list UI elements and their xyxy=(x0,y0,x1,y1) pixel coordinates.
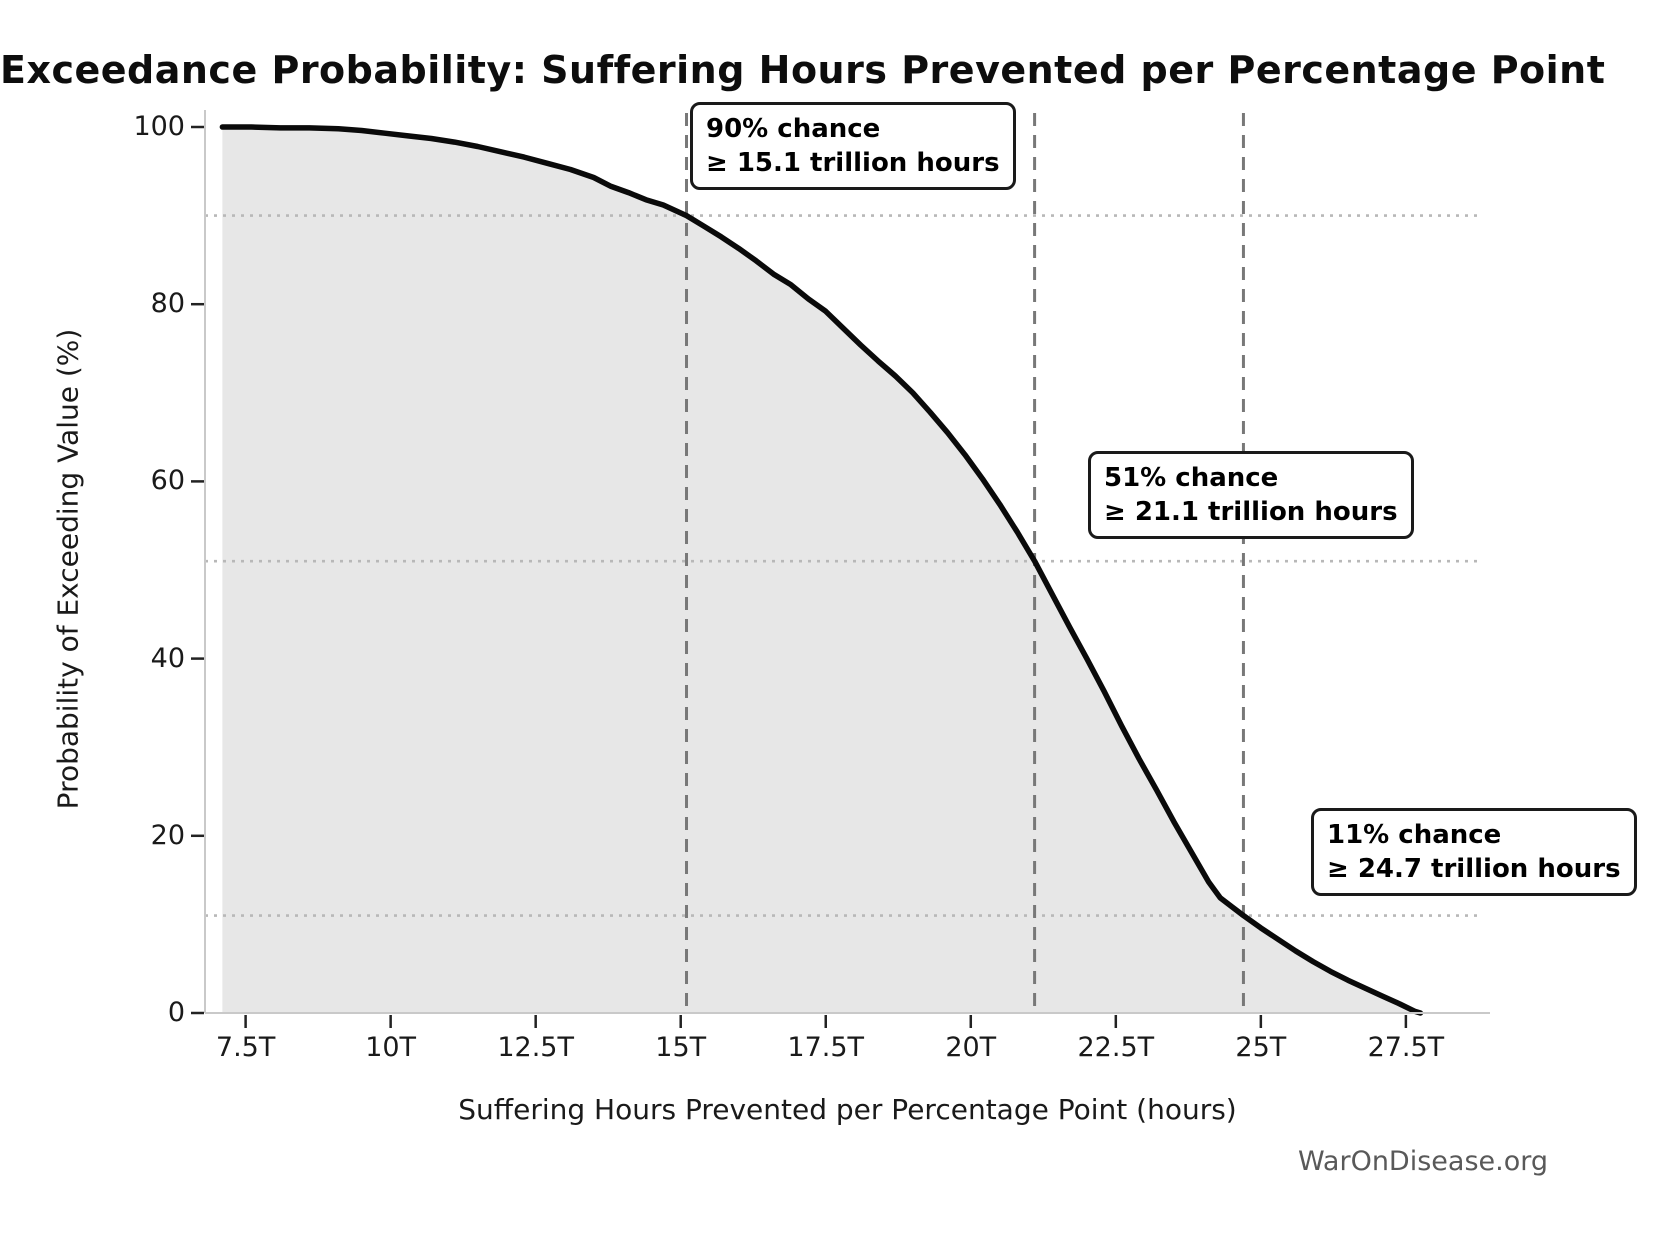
y-axis-label: Probability of Exceeding Value (%) xyxy=(51,328,85,810)
x-tick-label: 10T xyxy=(365,1032,417,1063)
y-tick-label: 100 xyxy=(133,111,185,142)
axis-tick-marks xyxy=(191,125,1408,1028)
exceedance-curve xyxy=(219,124,1424,1016)
annotation-51pct: 51% chance ≥ 21.1 trillion hours xyxy=(1088,451,1414,539)
watermark: WarOnDisease.org xyxy=(1297,1146,1548,1177)
chart-title: Exceedance Probability: Suffering Hours … xyxy=(0,48,1606,92)
annotation-11pct-chance: 11% chance xyxy=(1327,820,1502,850)
x-tick-label: 12.5T xyxy=(497,1032,574,1063)
x-tick-label: 25T xyxy=(1235,1032,1287,1063)
probability-dotted-gridlines xyxy=(205,214,1483,917)
y-tick-label: 20 xyxy=(150,819,185,851)
x-tick-label: 20T xyxy=(945,1032,997,1063)
y-tick-label: 0 xyxy=(167,997,185,1028)
x-tick-label: 15T xyxy=(655,1032,707,1063)
x-tick-label: 7.5T xyxy=(215,1032,276,1063)
x-axis-label: Suffering Hours Prevented per Percentage… xyxy=(458,1093,1237,1126)
annotation-90pct: 90% chance ≥ 15.1 trillion hours xyxy=(690,102,1016,190)
annotation-90pct-chance: 90% chance xyxy=(706,114,881,144)
area-under-curve-fill xyxy=(222,127,1421,1013)
x-tick-label: 22.5T xyxy=(1077,1032,1155,1063)
x-tick-label: 27.5T xyxy=(1367,1032,1445,1063)
annotation-51pct-chance: 51% chance xyxy=(1104,463,1279,493)
annotation-90pct-threshold: ≥ 15.1 trillion hours xyxy=(706,148,1000,178)
axis-spines xyxy=(204,110,1490,1014)
annotation-51pct-threshold: ≥ 21.1 trillion hours xyxy=(1104,497,1398,527)
x-tick-label: 17.5T xyxy=(787,1032,865,1063)
y-tick-label: 80 xyxy=(150,288,185,320)
y-tick-label: 40 xyxy=(150,642,185,674)
annotation-11pct-threshold: ≥ 24.7 trillion hours xyxy=(1327,854,1621,884)
annotation-11pct: 11% chance ≥ 24.7 trillion hours xyxy=(1311,808,1637,896)
y-tick-label: 60 xyxy=(150,465,185,497)
